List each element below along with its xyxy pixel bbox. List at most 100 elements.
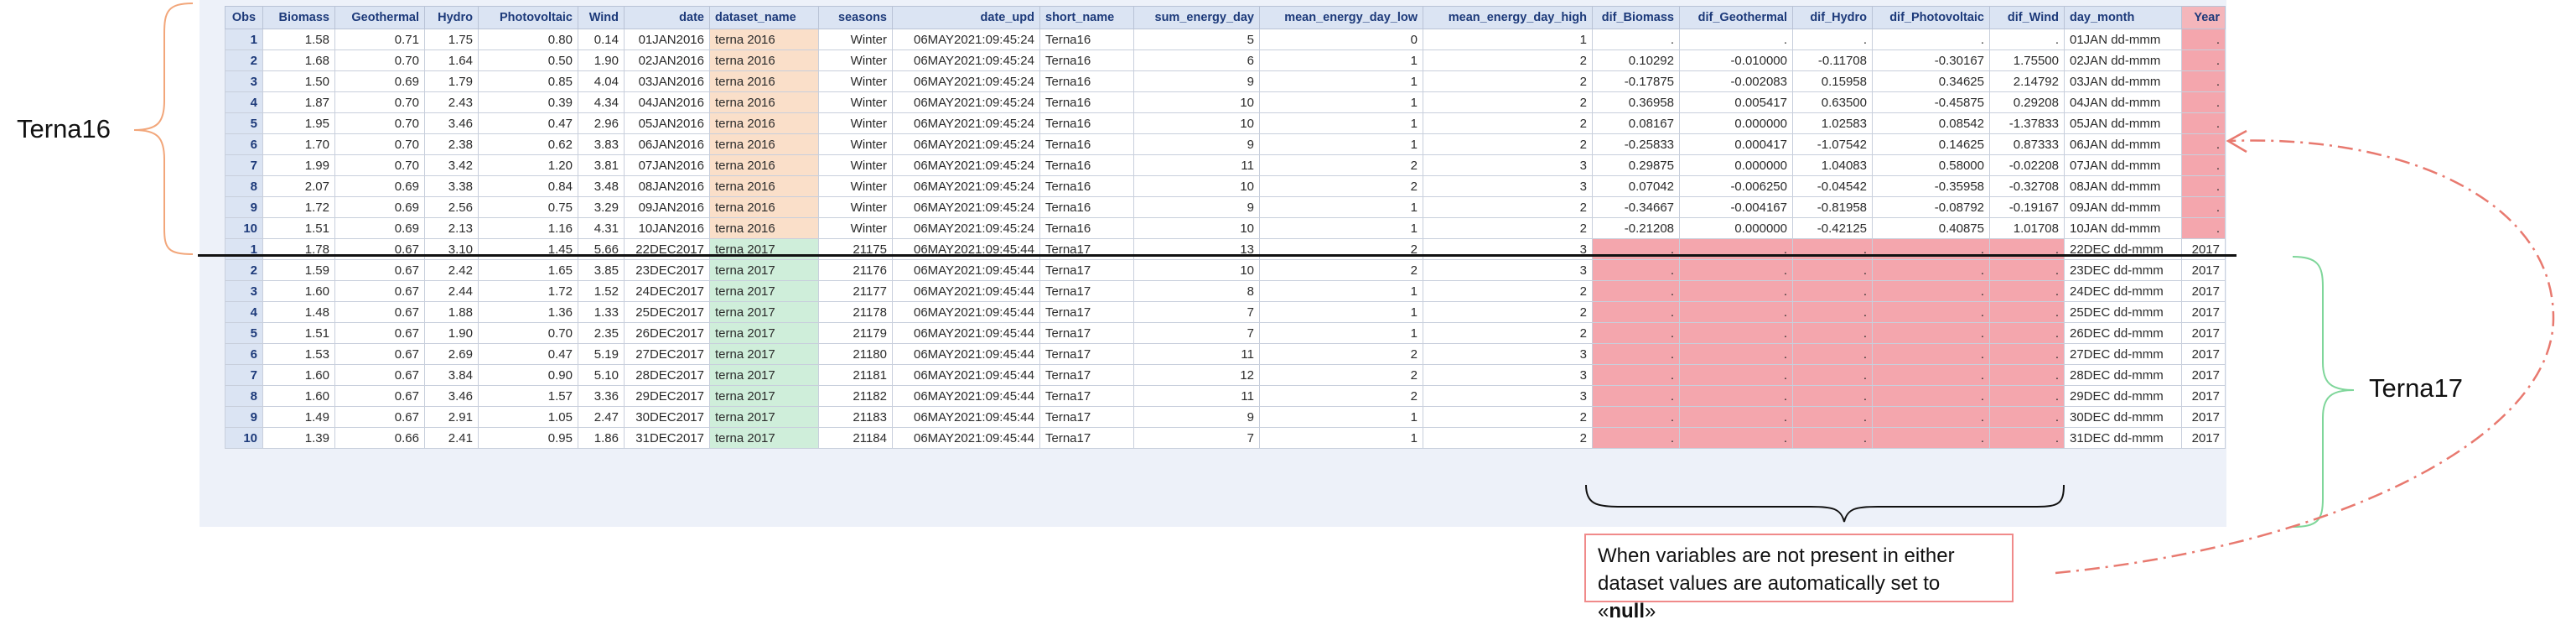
cell-dataset-name: terna 2016: [709, 112, 819, 134]
cell-wind: 3.85: [578, 259, 625, 281]
cell-mean-energy-day-high: 2: [1423, 406, 1593, 428]
cell-short-name: Terna16: [1039, 154, 1134, 176]
cell-wind: 1.90: [578, 49, 625, 71]
dataset-divider: [198, 254, 2237, 257]
cell-date-upd: 06MAY2021:09:45:24: [892, 112, 1040, 134]
cell-date-upd: 06MAY2021:09:45:44: [892, 343, 1040, 365]
cell-mean-energy-day-high: 2: [1423, 49, 1593, 71]
cell-dataset-name: terna 2016: [709, 70, 819, 92]
cell-dif-wind: .: [1989, 29, 2065, 50]
cell-seasons: Winter: [818, 29, 893, 50]
cell-hydro: 1.90: [424, 322, 479, 344]
column-header-wind[interactable]: Wind: [578, 6, 625, 29]
cell-mean-energy-day-high: 2: [1423, 280, 1593, 302]
cell-obs: 1: [225, 29, 263, 50]
table-body: 1 1.58 0.71 1.75 0.80 0.14 01JAN2016 terna 2016…: [225, 29, 2226, 449]
column-header-geothermal[interactable]: Geothermal: [334, 6, 425, 29]
cell-date-upd: 06MAY2021:09:45:24: [892, 133, 1040, 155]
table-row: 1 1.58 0.71 1.75 0.80 0.14 01JAN2016 terna 2016…: [225, 29, 2226, 50]
cell-hydro: 3.42: [424, 154, 479, 176]
cell-dataset-name: terna 2017: [709, 364, 819, 386]
cell-sum-energy-day: 11: [1133, 385, 1260, 407]
table-row: 7 1.99 0.70 3.42 1.20 3.81 07JAN2016 terna 2016…: [225, 154, 2226, 176]
cell-dif-wind: .: [1989, 427, 2065, 449]
cell-dif-wind: -0.32708: [1989, 175, 2065, 197]
cell-obs: 3: [225, 70, 263, 92]
cell-date-upd: 06MAY2021:09:45:24: [892, 70, 1040, 92]
cell-biomass: 1.72: [262, 196, 335, 218]
cell-dif-biomass: -0.17875: [1592, 70, 1680, 92]
cell-obs: 9: [225, 406, 263, 428]
dataset-table: Obs Biomass Geothermal Hydro Photovoltaic Win…: [225, 6, 2226, 449]
column-header-biomass[interactable]: Biomass: [262, 6, 335, 29]
column-header-dif-photovoltaic[interactable]: dif_Photovoltaic: [1872, 6, 1990, 29]
table-header: Obs Biomass Geothermal Hydro Photovoltaic Win…: [225, 6, 2226, 29]
cell-day-month: 03JAN dd-mmm: [2064, 70, 2182, 92]
cell-sum-energy-day: 12: [1133, 364, 1260, 386]
cell-dif-wind: 1.75500: [1989, 49, 2065, 71]
cell-year: .: [2181, 112, 2226, 134]
cell-obs: 4: [225, 301, 263, 323]
cell-dif-geothermal: .: [1679, 364, 1793, 386]
cell-geothermal: 0.67: [334, 259, 425, 281]
cell-dif-photovoltaic: -0.35958: [1872, 175, 1990, 197]
cell-dataset-name: terna 2016: [709, 154, 819, 176]
column-header-seasons[interactable]: seasons: [818, 6, 893, 29]
cell-dataset-name: terna 2016: [709, 49, 819, 71]
column-header-dif-wind[interactable]: dif_Wind: [1989, 6, 2065, 29]
cell-mean-energy-day-high: 2: [1423, 196, 1593, 218]
cell-hydro: 2.41: [424, 427, 479, 449]
column-header-dif-biomass[interactable]: dif_Biomass: [1592, 6, 1680, 29]
cell-dif-biomass: 0.08167: [1592, 112, 1680, 134]
column-header-short-name[interactable]: short_name: [1039, 6, 1134, 29]
table-row: 8 2.07 0.69 3.38 0.84 3.48 08JAN2016 terna 2016…: [225, 175, 2226, 197]
cell-hydro: 3.38: [424, 175, 479, 197]
cell-wind: 5.19: [578, 343, 625, 365]
cell-year: 2017: [2181, 280, 2226, 302]
cell-obs: 8: [225, 385, 263, 407]
cell-year: 2017: [2181, 385, 2226, 407]
cell-sum-energy-day: 7: [1133, 301, 1260, 323]
column-header-day-month[interactable]: day_month: [2064, 6, 2182, 29]
cell-geothermal: 0.67: [334, 322, 425, 344]
column-header-date[interactable]: date: [624, 6, 710, 29]
column-header-hydro[interactable]: Hydro: [424, 6, 479, 29]
table-row: 2 1.59 0.67 2.42 1.65 3.85 23DEC2017 terna 2017…: [225, 259, 2226, 281]
cell-dif-photovoltaic: -0.30167: [1872, 49, 1990, 71]
column-header-dif-geothermal[interactable]: dif_Geothermal: [1679, 6, 1793, 29]
cell-dif-hydro: 1.02583: [1792, 112, 1873, 134]
cell-seasons: 21179: [818, 322, 893, 344]
cell-date: 23DEC2017: [624, 259, 710, 281]
cell-date: 28DEC2017: [624, 364, 710, 386]
column-header-obs[interactable]: Obs: [225, 6, 263, 29]
cell-biomass: 1.95: [262, 112, 335, 134]
column-header-dataset-name[interactable]: dataset_name: [709, 6, 819, 29]
cell-dif-geothermal: 0.000000: [1679, 217, 1793, 239]
cell-year: 2017: [2181, 322, 2226, 344]
cell-day-month: 31DEC dd-mmm: [2064, 427, 2182, 449]
cell-date: 31DEC2017: [624, 427, 710, 449]
table-row: 3 1.50 0.69 1.79 0.85 4.04 03JAN2016 terna 2016…: [225, 70, 2226, 92]
cell-dataset-name: terna 2017: [709, 301, 819, 323]
column-header-mean-energy-day-high[interactable]: mean_energy_day_high: [1423, 6, 1593, 29]
cell-sum-energy-day: 10: [1133, 175, 1260, 197]
cell-dif-hydro: .: [1792, 280, 1873, 302]
column-header-photovoltaic[interactable]: Photovoltaic: [478, 6, 578, 29]
column-header-date-upd[interactable]: date_upd: [892, 6, 1040, 29]
cell-obs: 4: [225, 91, 263, 113]
cell-year: 2017: [2181, 406, 2226, 428]
column-header-mean-energy-day-low[interactable]: mean_energy_day_low: [1259, 6, 1423, 29]
cell-year: .: [2181, 70, 2226, 92]
cell-year: 2017: [2181, 427, 2226, 449]
cell-dif-geothermal: .: [1679, 427, 1793, 449]
cell-dif-photovoltaic: .: [1872, 29, 1990, 50]
cell-seasons: Winter: [818, 154, 893, 176]
cell-geothermal: 0.67: [334, 301, 425, 323]
column-header-sum-energy-day[interactable]: sum_energy_day: [1133, 6, 1260, 29]
cell-date-upd: 06MAY2021:09:45:44: [892, 385, 1040, 407]
column-header-dif-hydro[interactable]: dif_Hydro: [1792, 6, 1873, 29]
cell-obs: 10: [225, 427, 263, 449]
cell-date-upd: 06MAY2021:09:45:44: [892, 301, 1040, 323]
cell-sum-energy-day: 11: [1133, 343, 1260, 365]
cell-dif-biomass: 0.07042: [1592, 175, 1680, 197]
